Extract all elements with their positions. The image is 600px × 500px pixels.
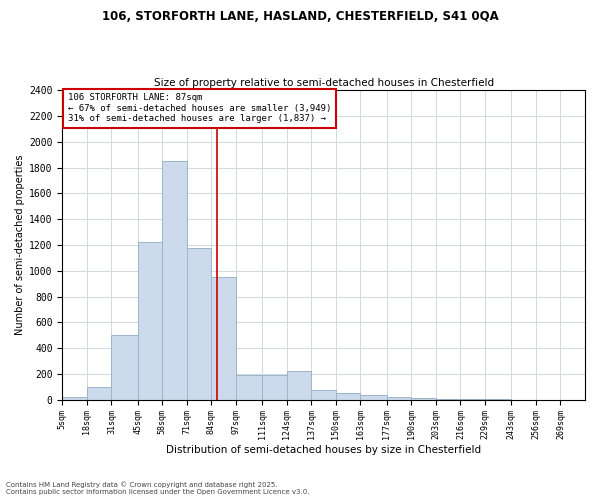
- Bar: [62, 397, 87, 400]
- Bar: [187, 248, 211, 400]
- Text: Contains HM Land Registry data © Crown copyright and database right 2025.
Contai: Contains HM Land Registry data © Crown c…: [6, 482, 310, 495]
- Bar: [361, 395, 387, 400]
- Bar: [436, 399, 460, 400]
- Bar: [112, 335, 138, 400]
- Text: 106 STORFORTH LANE: 87sqm
← 67% of semi-detached houses are smaller (3,949)
31% : 106 STORFORTH LANE: 87sqm ← 67% of semi-…: [68, 94, 331, 123]
- Bar: [138, 242, 163, 400]
- Bar: [163, 161, 187, 400]
- Bar: [236, 375, 262, 400]
- Text: 106, STORFORTH LANE, HASLAND, CHESTERFIELD, S41 0QA: 106, STORFORTH LANE, HASLAND, CHESTERFIE…: [101, 10, 499, 23]
- Bar: [387, 397, 412, 400]
- X-axis label: Distribution of semi-detached houses by size in Chesterfield: Distribution of semi-detached houses by …: [166, 445, 481, 455]
- Title: Size of property relative to semi-detached houses in Chesterfield: Size of property relative to semi-detach…: [154, 78, 494, 88]
- Bar: [87, 387, 112, 400]
- Bar: [412, 398, 436, 400]
- Bar: [287, 370, 311, 400]
- Y-axis label: Number of semi-detached properties: Number of semi-detached properties: [15, 154, 25, 335]
- Bar: [262, 375, 287, 400]
- Bar: [211, 277, 236, 400]
- Bar: [336, 394, 361, 400]
- Bar: [311, 390, 336, 400]
